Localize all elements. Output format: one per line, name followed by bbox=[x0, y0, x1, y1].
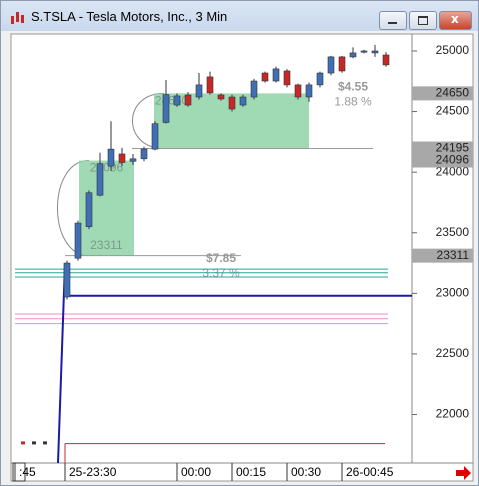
candle-body bbox=[272, 68, 280, 82]
candle-body bbox=[371, 50, 379, 54]
candle-body bbox=[63, 262, 71, 298]
window-title: S.TSLA - Tesla Motors, Inc., 3 Min bbox=[31, 9, 228, 24]
range-pct-label: 1.88 % bbox=[334, 95, 372, 109]
candle-body bbox=[173, 95, 181, 106]
candle-body bbox=[206, 76, 214, 94]
early-mark bbox=[43, 441, 47, 445]
title-bar: S.TSLA - Tesla Motors, Inc., 3 Min x bbox=[1, 1, 478, 31]
early-mark bbox=[32, 441, 36, 445]
y-tick-label: 23000 bbox=[436, 286, 470, 300]
y-tick-label: 24000 bbox=[436, 164, 470, 178]
price-label: 24195 bbox=[436, 141, 470, 155]
y-tick-label: 25000 bbox=[436, 43, 470, 57]
app-icon bbox=[11, 12, 24, 24]
candle-body bbox=[74, 222, 82, 259]
minimize-button[interactable] bbox=[379, 11, 407, 30]
candle-body bbox=[162, 94, 170, 123]
range-high-label: 24096 bbox=[90, 161, 124, 175]
candle-body bbox=[250, 80, 258, 98]
price-label-box bbox=[412, 248, 473, 263]
candle-body bbox=[305, 84, 313, 98]
y-tick-label: 24500 bbox=[436, 104, 470, 118]
y-tick-label: 23500 bbox=[436, 225, 470, 239]
candle-body bbox=[239, 96, 247, 106]
chart: 22000 22500 23000 23500 24000 24500 25000 :45 25… bbox=[10, 33, 474, 482]
range-change-label: $4.55 bbox=[338, 80, 368, 94]
candle-body bbox=[316, 72, 324, 86]
price-label-box bbox=[412, 153, 473, 168]
x-tick-label: 00:00 bbox=[181, 465, 211, 479]
price-label-box bbox=[412, 86, 473, 101]
range-high-label: 24650 bbox=[155, 94, 189, 108]
candle-body bbox=[382, 54, 390, 66]
candle-body bbox=[217, 94, 225, 100]
maximize-button[interactable] bbox=[409, 11, 437, 30]
y-tick-label: 22500 bbox=[436, 346, 470, 360]
candle-body bbox=[118, 153, 126, 163]
candle-body bbox=[184, 94, 192, 106]
candle-body bbox=[85, 192, 93, 227]
candle-body bbox=[338, 56, 346, 72]
candle-body bbox=[283, 70, 291, 86]
candle-body bbox=[360, 50, 368, 53]
candle-body bbox=[140, 148, 148, 160]
candle-body bbox=[261, 72, 269, 82]
candle-body bbox=[96, 163, 104, 196]
price-label-box bbox=[412, 141, 473, 156]
candle-body bbox=[107, 148, 115, 167]
price-label: 24650 bbox=[436, 86, 470, 100]
x-tick-label: 00:15 bbox=[236, 465, 266, 479]
close-button[interactable]: x bbox=[439, 11, 472, 30]
x-tick-label: :45 bbox=[19, 465, 36, 479]
y-tick-label: 22000 bbox=[436, 407, 470, 421]
early-mark bbox=[21, 441, 25, 445]
scroll-box[interactable] bbox=[12, 462, 26, 482]
x-tick-label: 26-00:45 bbox=[346, 465, 394, 479]
candle-body bbox=[327, 56, 335, 74]
x-tick-label: 00:30 bbox=[291, 465, 321, 479]
candle-body bbox=[294, 84, 302, 98]
scroll-right-arrow[interactable] bbox=[456, 466, 471, 480]
price-label: 23311 bbox=[437, 248, 470, 262]
range-low-label: 23311 bbox=[90, 238, 123, 252]
candle-body bbox=[228, 96, 236, 110]
x-tick-label: 25-23:30 bbox=[69, 465, 117, 479]
candle-body bbox=[151, 123, 159, 150]
range-change-label: $7.85 bbox=[206, 251, 236, 265]
price-label: 24096 bbox=[436, 153, 470, 167]
candle-body bbox=[349, 52, 357, 58]
candle-body bbox=[129, 158, 137, 162]
candle-body bbox=[195, 84, 203, 98]
